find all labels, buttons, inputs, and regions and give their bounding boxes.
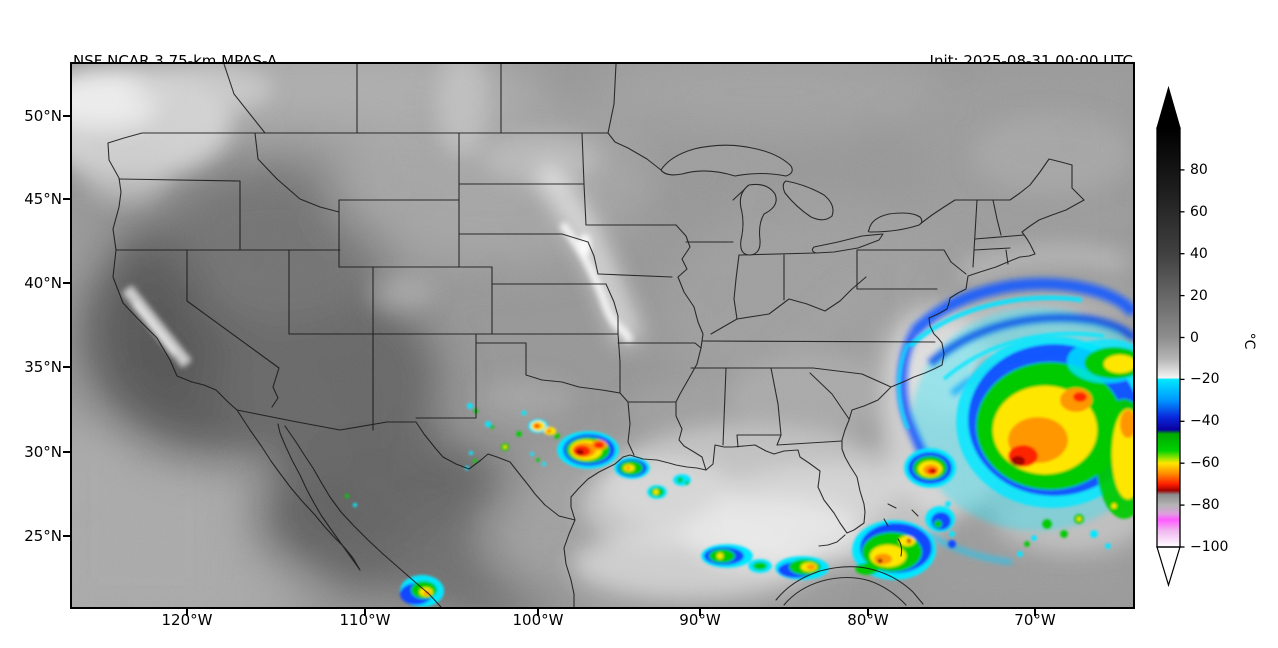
colorbar-tick-label: −100 bbox=[1190, 539, 1229, 555]
lon-tick-mark bbox=[699, 609, 701, 616]
ir-satellite-image bbox=[72, 64, 1133, 607]
lat-tick-label-35n: 35°N bbox=[24, 358, 62, 376]
lon-tick-mark bbox=[364, 609, 366, 616]
lat-tick-mark bbox=[63, 115, 70, 117]
colorbar-tick-label: −40 bbox=[1190, 413, 1220, 429]
colorbar-tick-marks bbox=[1180, 169, 1185, 548]
colorbar-tick-label: −20 bbox=[1190, 371, 1220, 387]
lon-tick-label-90w: 90°W bbox=[679, 611, 721, 629]
map-panel bbox=[70, 62, 1135, 609]
lat-tick-mark bbox=[63, 451, 70, 453]
colorbar-tick-label: 80 bbox=[1190, 162, 1208, 178]
lon-tick-mark bbox=[537, 609, 539, 616]
colorbar-tick-label: 0 bbox=[1190, 330, 1199, 346]
lat-tick-mark bbox=[63, 366, 70, 368]
lon-tick-label-120w: 120°W bbox=[161, 611, 213, 629]
lat-tick-mark bbox=[63, 535, 70, 537]
lon-tick-label-80w: 80°W bbox=[847, 611, 889, 629]
lat-tick-label-25n: 25°N bbox=[24, 527, 62, 545]
colorbar bbox=[1156, 86, 1185, 588]
colorbar-tick-label: −80 bbox=[1190, 497, 1220, 513]
colorbar-tick-label: 20 bbox=[1190, 288, 1208, 304]
colorbar-tick-label: 60 bbox=[1190, 204, 1208, 220]
colorbar-tick-label: −60 bbox=[1190, 455, 1220, 471]
colorbar-unit-label: °C bbox=[1241, 332, 1257, 350]
lon-tick-label-110w: 110°W bbox=[339, 611, 391, 629]
colorbar-tick-label: 40 bbox=[1190, 246, 1208, 262]
lon-tick-mark bbox=[1034, 609, 1036, 616]
lat-tick-mark bbox=[63, 282, 70, 284]
lon-tick-label-70w: 70°W bbox=[1014, 611, 1056, 629]
lat-tick-label-30n: 30°N bbox=[24, 443, 62, 461]
lat-tick-label-50n: 50°N bbox=[24, 107, 62, 125]
lon-tick-mark bbox=[867, 609, 869, 616]
lon-tick-label-100w: 100°W bbox=[512, 611, 564, 629]
lon-tick-mark bbox=[186, 609, 188, 616]
lat-tick-mark bbox=[63, 198, 70, 200]
lat-tick-label-45n: 45°N bbox=[24, 190, 62, 208]
lat-tick-label-40n: 40°N bbox=[24, 274, 62, 292]
